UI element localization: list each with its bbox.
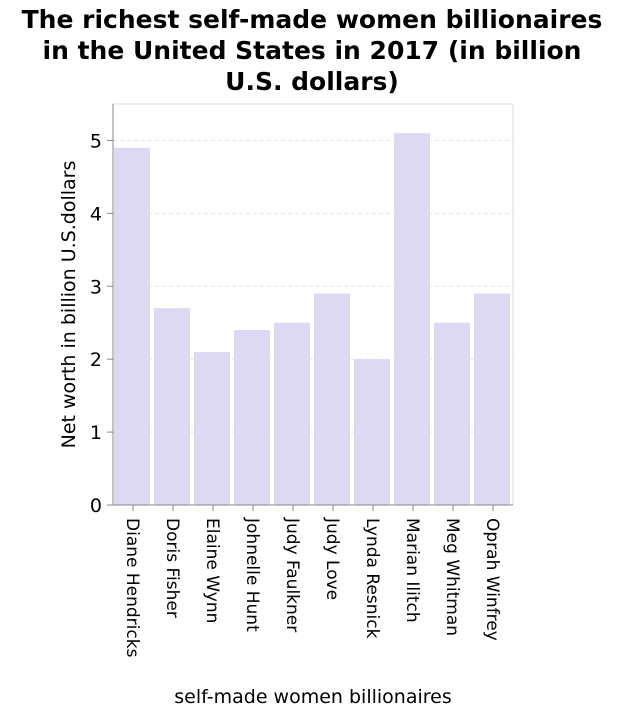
y-axis-ticks: 0 1 2 3 4 5 [90,130,113,517]
bars [114,133,510,505]
x-tick-label: Marian Ilitch [402,518,422,623]
x-tick-label: Judy Faulkner [282,517,302,632]
chart-title-line-2: in the United States in 2017 (in billion [42,36,582,65]
bar [474,293,510,505]
chart-title: The richest self-made women billionaires… [0,4,624,97]
y-axis-label: Net worth in billion U.S.dollars [58,161,80,449]
x-tick-label: Diane Hendricks [122,518,142,658]
bar [394,133,430,505]
x-tick-label: Oprah Winfrey [482,518,502,641]
y-tick-label: 1 [90,422,102,444]
bar [114,147,150,505]
x-tick-label: Meg Whitman [442,518,462,636]
x-axis-ticks: Diane Hendricks Doris Fisher Elaine Wynn Jo… [122,505,502,658]
x-axis-label: self-made women billionaires [174,686,452,708]
x-tick-label: Judy Love [322,517,342,600]
bar [154,308,190,505]
y-tick-label: 3 [90,276,102,298]
bar [434,322,470,505]
chart-title-line-1: The richest self-made women billionaires [21,5,603,34]
bar [234,330,270,505]
bar [194,351,230,505]
x-tick-label: Johnelle Hunt [242,517,262,632]
y-tick-label: 5 [90,130,102,152]
y-tick-label: 0 [90,495,102,517]
x-tick-label: Lynda Resnick [362,518,382,639]
x-tick-label: Doris Fisher [162,518,182,618]
bar [314,293,350,505]
y-tick-label: 4 [90,203,102,225]
chart-title-line-3: U.S. dollars) [225,67,399,96]
bar [354,359,390,505]
y-tick-label: 2 [90,349,102,371]
x-tick-label: Elaine Wynn [202,518,222,623]
bar [274,322,310,505]
